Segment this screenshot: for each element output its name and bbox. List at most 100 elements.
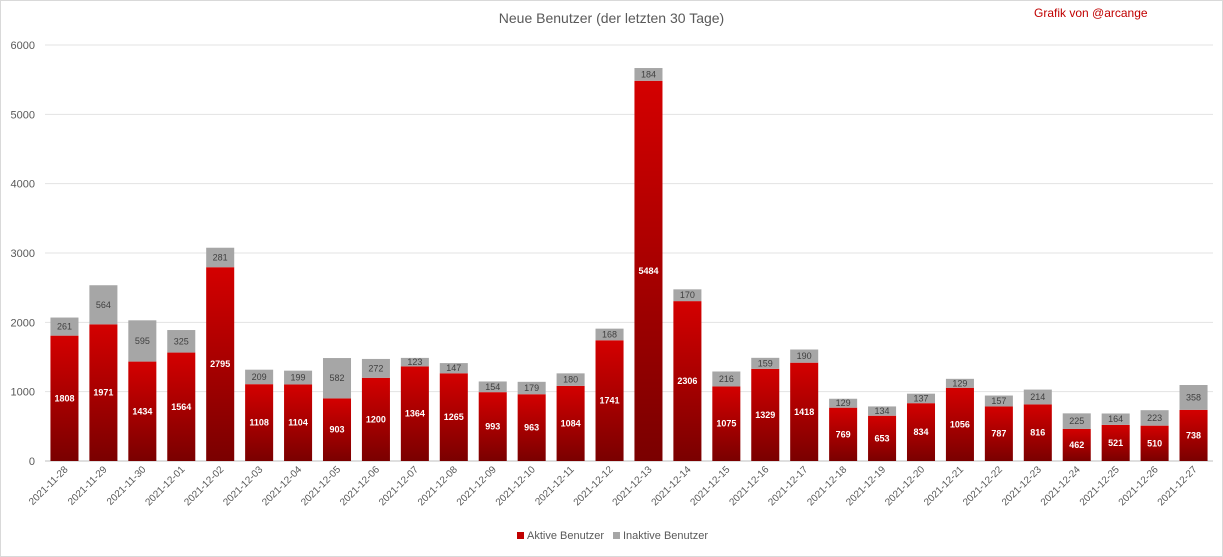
bar-inaktive [1101,413,1130,425]
data-label-aktive: 816 [1030,428,1045,438]
data-label-inaktive: 180 [563,375,578,385]
data-label-inaktive: 582 [329,373,344,383]
chart-title: Neue Benutzer (der letzten 30 Tage) [498,10,725,26]
x-tick-label: 2021-12-04 [260,464,304,508]
bar-inaktive [167,330,196,353]
bar-aktive [673,301,702,461]
data-label-inaktive: 595 [135,336,150,346]
bar-aktive [712,386,741,461]
data-label-inaktive: 154 [485,382,500,392]
bar-inaktive [595,328,624,341]
data-label-aktive: 1434 [132,406,152,416]
data-label-inaktive: 129 [836,398,851,408]
data-label-aktive: 5484 [638,266,658,276]
data-label-inaktive: 170 [680,290,695,300]
bar-aktive [322,398,352,461]
bar-aktive [1179,409,1208,461]
x-tick-label: 2021-12-20 [883,464,927,508]
x-tick-label: 2021-12-16 [727,464,771,508]
bar-inaktive [868,406,897,416]
bar-aktive [595,340,624,461]
bar-inaktive [361,358,390,378]
data-label-inaktive: 129 [952,378,967,388]
bar-aktive [206,267,235,461]
data-label-inaktive: 179 [524,383,539,393]
data-label-inaktive: 261 [57,322,72,332]
bar-inaktive [556,373,585,386]
x-tick-label: 2021-12-08 [416,464,460,508]
data-label-aktive: 769 [836,429,851,439]
bar-aktive [945,387,974,461]
bar-inaktive [1179,385,1208,410]
data-label-inaktive: 325 [174,336,189,346]
x-tick-label: 2021-11-30 [105,464,149,508]
x-tick-label: 2021-12-14 [650,464,694,508]
x-tick-label: 2021-12-07 [377,464,421,508]
bar-aktive [50,335,79,461]
x-tick-label: 2021-12-03 [221,464,265,508]
data-label-aktive: 1418 [794,407,814,417]
x-tick-label: 2021-12-23 [1000,464,1044,508]
data-label-inaktive: 164 [1108,414,1123,424]
x-tick-label: 2021-12-13 [611,464,655,508]
data-label-inaktive: 190 [797,351,812,361]
bar-aktive [245,384,274,461]
bar-inaktive [790,349,819,363]
bar-aktive [517,394,546,461]
bar-aktive [167,352,196,461]
bar-aktive [906,403,936,461]
legend-label-aktive: Aktive Benutzer [527,530,604,542]
x-tick-label: 2021-12-19 [844,464,888,508]
data-label-inaktive: 225 [1069,416,1084,426]
y-tick-label: 0 [29,456,35,468]
bar-inaktive [322,358,352,399]
x-tick-label: 2021-12-12 [572,464,616,508]
x-tick-label: 2021-11-29 [66,464,110,508]
x-tick-label: 2021-12-26 [1117,464,1161,508]
legend-label-inaktive: Inaktive Benutzer [623,530,708,542]
bar-inaktive [945,378,974,388]
bar-aktive [284,384,313,461]
data-label-inaktive: 564 [96,300,111,310]
data-label-inaktive: 209 [252,372,267,382]
bar-aktive [1101,424,1130,461]
x-tick-label: 2021-12-24 [1039,464,1083,508]
x-tick-label: 2021-12-22 [961,464,1005,508]
bar-aktive [829,407,858,461]
y-tick-label: 5000 [11,109,35,121]
data-label-inaktive: 168 [602,329,617,339]
bar-inaktive [634,68,663,81]
data-label-aktive: 1364 [405,409,425,419]
bar-aktive [439,373,468,461]
chart-credit: Grafik von @arcange [1034,6,1148,20]
data-label-aktive: 1329 [755,410,775,420]
data-label-inaktive: 184 [641,69,656,79]
x-tick-label: 2021-12-05 [299,464,343,508]
x-tick-label: 2021-12-06 [338,464,382,508]
bar-aktive [478,392,507,461]
bar-inaktive [1140,410,1169,426]
x-tick-label: 2021-12-27 [1156,464,1200,508]
data-label-aktive: 510 [1147,438,1162,448]
data-label-aktive: 462 [1069,440,1084,450]
data-label-inaktive: 358 [1186,392,1201,402]
data-label-aktive: 2306 [677,376,697,386]
x-tick-label: 2021-12-09 [455,464,499,508]
data-label-inaktive: 216 [719,374,734,384]
y-tick-label: 1000 [11,387,35,399]
bar-inaktive [400,357,429,367]
data-label-inaktive: 214 [1030,392,1045,402]
x-tick-label: 2021-12-01 [143,464,187,508]
bar-inaktive [517,381,546,395]
bar-aktive [89,324,118,461]
bar-inaktive [439,363,468,374]
bar-inaktive [829,398,858,408]
data-label-aktive: 1108 [249,418,269,428]
legend-swatch-aktive [517,532,524,539]
data-label-aktive: 738 [1186,430,1201,440]
x-tick-label: 2021-12-17 [766,464,810,508]
data-label-aktive: 1564 [171,402,191,412]
bar-aktive [751,368,780,461]
data-label-aktive: 2795 [210,359,230,369]
